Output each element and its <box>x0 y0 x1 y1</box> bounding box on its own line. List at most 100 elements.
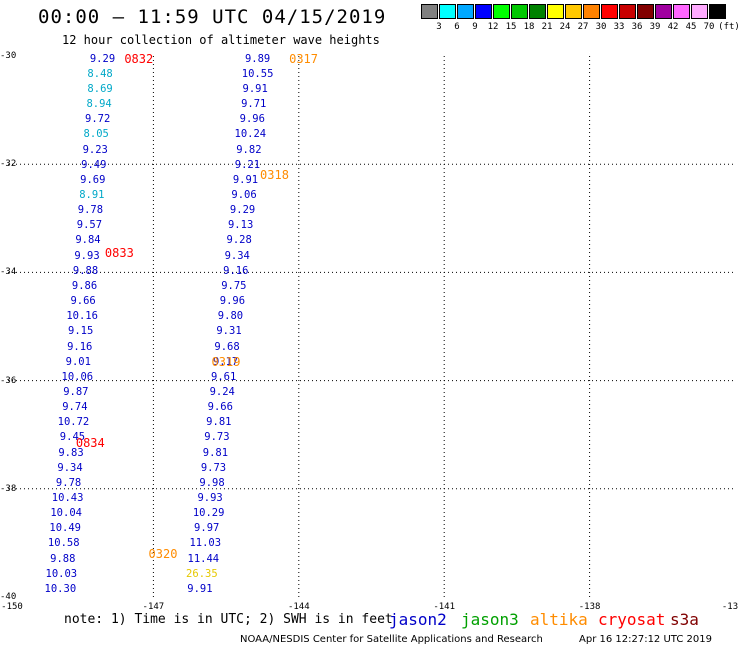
wave-height-point: 9.87 <box>63 385 89 398</box>
legend-tick-label: 12 <box>487 22 499 32</box>
legend-swatch <box>475 4 492 19</box>
legend-swatch <box>547 4 564 19</box>
wave-height-point: 8.94 <box>86 98 112 111</box>
wave-height-point: 8.05 <box>83 128 109 141</box>
legend-tick-label: 33 <box>613 22 625 32</box>
satellite-legend-s3a: s3a <box>670 610 699 629</box>
legend-tick-label: 3 <box>436 22 442 32</box>
legend-swatch <box>601 4 618 19</box>
wave-height-point: 9.81 <box>206 416 232 429</box>
legend-tick-label: 70 <box>703 22 715 32</box>
wave-height-point: 9.78 <box>77 204 104 217</box>
wave-height-point: 9.34 <box>224 249 250 262</box>
x-tick-label: -150 <box>1 602 23 612</box>
wave-height-point: 9.72 <box>85 113 111 126</box>
legend-swatch <box>457 4 474 19</box>
wave-height-point: 9.82 <box>236 143 262 156</box>
wave-height-point: 9.69 <box>80 173 106 186</box>
satellite-legend-altika: altika <box>530 610 588 629</box>
legend-swatch <box>619 4 636 19</box>
legend-swatch <box>709 4 726 19</box>
legend-swatch <box>565 4 582 19</box>
wave-height-point: 9.23 <box>82 143 108 156</box>
wave-height-point: 10.49 <box>49 522 81 535</box>
footer-timestamp: Apr 16 12:27:12 UTC 2019 <box>579 634 712 645</box>
wave-height-point: 9.78 <box>55 476 82 489</box>
wave-height-point: 9.88 <box>50 552 76 565</box>
wave-height-point: 9.68 <box>214 340 240 353</box>
legend-swatch <box>691 4 708 19</box>
legend-swatch <box>421 4 438 19</box>
legend-tick-label: (ft) <box>718 22 740 32</box>
wave-height-point: 9.91 <box>232 173 259 186</box>
x-tick-label: -147 <box>142 602 165 612</box>
wave-height-point: 9.16 <box>223 264 249 277</box>
wave-height-point: 9.84 <box>75 234 101 247</box>
wave-height-point: 11.44 <box>187 552 220 565</box>
wave-height-point: 10.16 <box>66 310 98 323</box>
wave-height-point: 9.93 <box>197 491 223 504</box>
wave-height-point: 10.06 <box>61 370 94 383</box>
x-tick-label: -144 <box>287 602 310 612</box>
legend-tick-label: 42 <box>667 22 679 32</box>
y-tick-label: -38 <box>0 483 17 494</box>
wave-height-point: 8.91 <box>79 189 105 202</box>
legend-tick-label: 45 <box>685 22 697 32</box>
satellite-legend-cryosat: cryosat <box>598 610 666 629</box>
footer-note: note: 1) Time is in UTC; 2) SWH is in fe… <box>64 612 393 627</box>
wave-height-point: 9.98 <box>199 476 225 489</box>
track-time-label: 0318 <box>260 168 289 183</box>
track-time-label: 0319 <box>211 354 241 369</box>
wave-height-point: 9.34 <box>57 461 83 474</box>
wave-height-point: 9.83 <box>58 446 84 459</box>
wave-height-point: 10.03 <box>45 567 78 580</box>
wave-height-point: 9.13 <box>227 219 254 232</box>
legend-tick-label: 30 <box>595 22 607 32</box>
wave-height-point: 10.43 <box>51 491 84 504</box>
track-time-label: 0320 <box>148 546 178 561</box>
wave-height-point: 9.75 <box>221 279 247 292</box>
legend-swatch <box>655 4 672 19</box>
track-time-label: 0317 <box>289 51 318 66</box>
track-time-label: 0834 <box>75 435 105 450</box>
wave-height-point: 9.66 <box>70 295 96 308</box>
wave-height-point: 9.97 <box>194 522 220 535</box>
wave-height-point: 9.01 <box>65 355 91 368</box>
wave-height-point: 10.29 <box>192 507 225 520</box>
legend-tick-label: 39 <box>649 22 661 32</box>
wave-height-point: 9.81 <box>202 446 229 459</box>
wave-height-point: 9.91 <box>187 582 213 595</box>
wave-height-point: 10.30 <box>44 582 77 595</box>
wave-height-point: 9.29 <box>229 204 256 217</box>
y-tick-label: -32 <box>0 159 17 170</box>
wave-height-point: 9.96 <box>239 113 265 126</box>
wave-height-point: 9.88 <box>72 264 99 277</box>
wave-height-point: 9.15 <box>68 325 94 338</box>
track-time-label: 0832 <box>124 51 154 66</box>
wave-height-point: 9.89 <box>244 52 271 65</box>
wave-height-point: 9.71 <box>241 98 267 111</box>
y-tick-label: -36 <box>0 375 17 386</box>
wave-height-point: 9.86 <box>71 279 98 292</box>
wave-height-point: 9.06 <box>231 189 257 202</box>
legend-swatch <box>673 4 690 19</box>
wave-height-point: 9.16 <box>67 340 93 353</box>
wave-height-point: 9.73 <box>204 431 230 444</box>
track-time-label: 0833 <box>104 246 134 261</box>
footer-credit: NOAA/NESDIS Center for Satellite Applica… <box>240 634 543 645</box>
wave-height-point: 9.74 <box>62 401 88 414</box>
wave-height-point: 10.55 <box>241 67 274 80</box>
wave-height-point: 9.24 <box>209 385 235 398</box>
map-title: 00:00 – 11:59 UTC 04/15/2019 <box>38 6 387 28</box>
legend-tick-label: 15 <box>505 22 517 32</box>
wave-height-point: 10.58 <box>47 537 80 550</box>
legend-swatch <box>637 4 654 19</box>
x-tick-label: -141 <box>433 602 456 612</box>
satellite-legend-jason2: jason2 <box>389 610 447 629</box>
wave-height-point: 9.66 <box>207 401 233 414</box>
wave-height-point: 10.04 <box>50 507 82 520</box>
legend-tick-label: 21 <box>541 22 553 32</box>
legend-tick-label: 24 <box>559 22 571 32</box>
wave-height-point: 10.72 <box>57 416 90 429</box>
wave-height-point: 9.31 <box>216 325 242 338</box>
